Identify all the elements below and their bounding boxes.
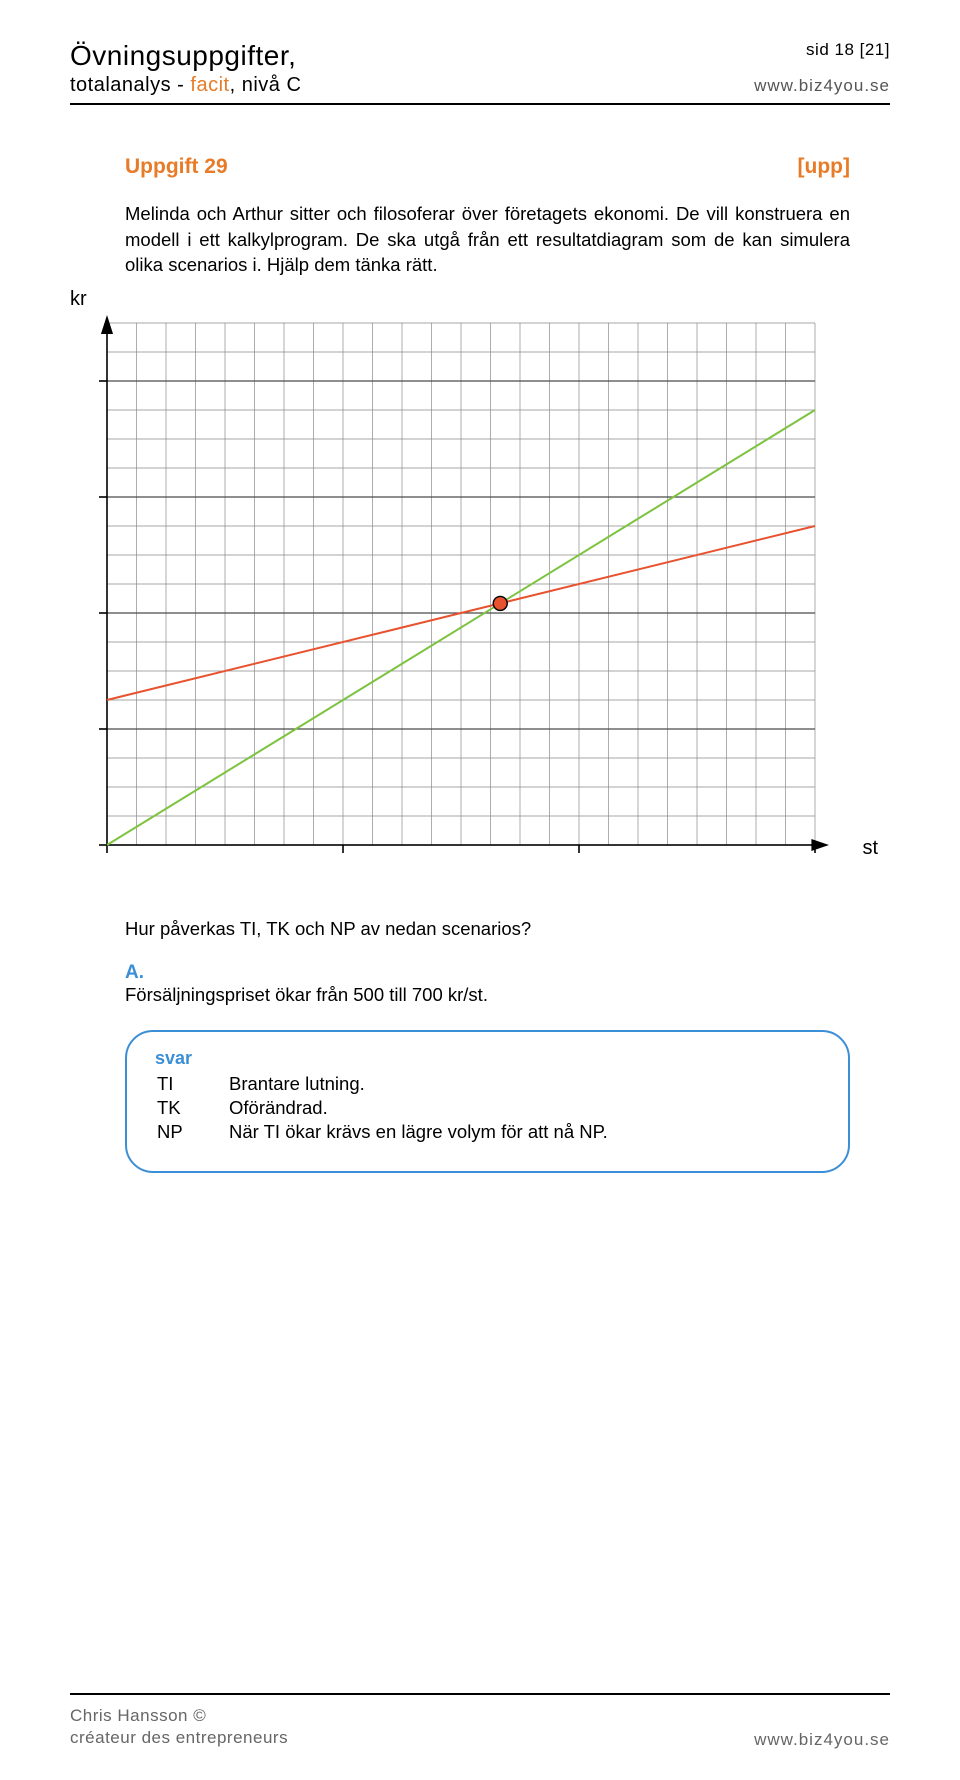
part-a-label: A. bbox=[125, 962, 850, 984]
x-axis-label: st bbox=[862, 837, 878, 860]
footer-site-link[interactable]: www.biz4you.se bbox=[754, 1730, 890, 1750]
answer-val: Oförändrad. bbox=[229, 1097, 608, 1119]
answer-val: När TI ökar krävs en lägre volym för att… bbox=[229, 1121, 608, 1143]
task-up-link[interactable]: [upp] bbox=[798, 155, 850, 179]
footer-tagline: créateur des entrepreneurs bbox=[70, 1728, 288, 1747]
y-axis-label: kr bbox=[70, 288, 850, 311]
page-title: Övningsuppgifter, bbox=[70, 40, 296, 72]
subtitle: totalanalys - facit, nivå C bbox=[70, 74, 301, 97]
answer-table: TI Brantare lutning. TK Oförändrad. NP N… bbox=[155, 1071, 610, 1145]
answer-box: svar TI Brantare lutning. TK Oförändrad.… bbox=[125, 1030, 850, 1173]
subtitle-accent: facit bbox=[190, 74, 229, 96]
subtitle-suffix: , nivå C bbox=[230, 74, 302, 96]
subtitle-prefix: totalanalys - bbox=[70, 74, 190, 96]
table-row: TI Brantare lutning. bbox=[157, 1073, 608, 1095]
answer-key: TI bbox=[157, 1073, 227, 1095]
footer-author: Chris Hansson bbox=[70, 1706, 188, 1725]
copyright-icon: © bbox=[193, 1706, 206, 1725]
question-text: Hur påverkas TI, TK och NP av nedan scen… bbox=[125, 918, 850, 940]
header-rule bbox=[70, 103, 890, 105]
chart-svg bbox=[85, 313, 845, 873]
footer-rule bbox=[70, 1693, 890, 1695]
part-a-text: Försäljningspriset ökar från 500 till 70… bbox=[125, 984, 850, 1006]
table-row: TK Oförändrad. bbox=[157, 1097, 608, 1119]
footer-author-block: Chris Hansson © créateur des entrepreneu… bbox=[70, 1705, 288, 1751]
task-body: Melinda och Arthur sitter och filosofera… bbox=[125, 201, 850, 278]
answer-key: TK bbox=[157, 1097, 227, 1119]
result-diagram: st bbox=[85, 313, 850, 878]
answer-val: Brantare lutning. bbox=[229, 1073, 608, 1095]
page-number: sid 18 [21] bbox=[806, 40, 890, 60]
answer-key: NP bbox=[157, 1121, 227, 1143]
task-title: Uppgift 29 bbox=[125, 155, 228, 179]
header-site-link[interactable]: www.biz4you.se bbox=[754, 76, 890, 96]
table-row: NP När TI ökar krävs en lägre volym för … bbox=[157, 1121, 608, 1143]
answer-label: svar bbox=[155, 1048, 820, 1069]
